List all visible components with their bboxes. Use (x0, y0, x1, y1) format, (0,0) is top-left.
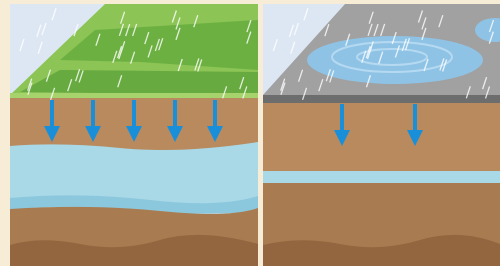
panel-natural (10, 4, 258, 266)
panel-paved (263, 4, 500, 266)
grass-tufts (20, 70, 258, 95)
illustration (0, 0, 500, 266)
groundwater (263, 171, 500, 183)
page: (() => { const data = JSON.parse(documen… (0, 0, 500, 266)
pavement-edge (263, 95, 500, 103)
grass-edge (10, 93, 258, 98)
topsoil (263, 103, 500, 173)
